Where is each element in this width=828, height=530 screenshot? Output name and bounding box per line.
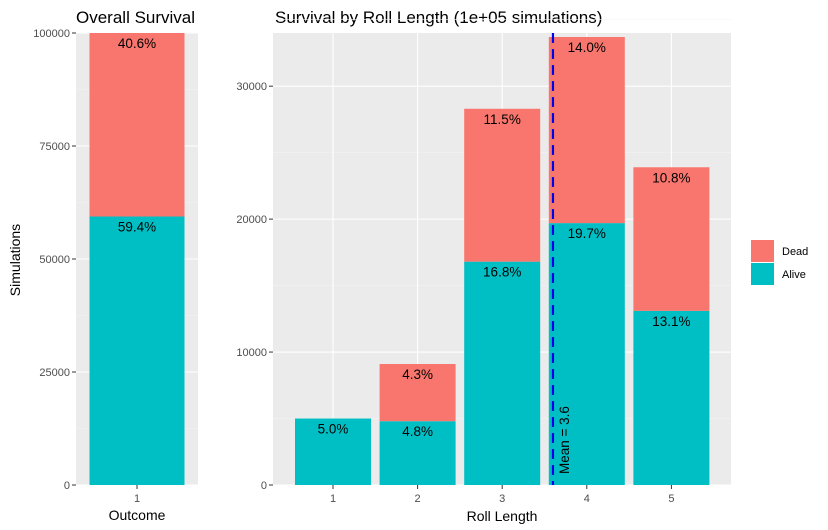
roll-bar-alive-3: [464, 261, 541, 485]
legend-key-alive: [751, 263, 774, 285]
roll-data-label-dead-2: 4.3%: [402, 367, 433, 382]
roll-x-tick-label: 2: [415, 493, 421, 505]
roll-data-label-alive-3: 16.8%: [483, 265, 521, 280]
roll-data-label-dead-4: 14.0%: [568, 40, 606, 55]
roll-data-label-alive-2: 4.8%: [402, 424, 433, 439]
roll-data-label-alive-1: 5.0%: [318, 422, 349, 437]
legend: Dead Alive: [751, 240, 808, 285]
overall-data-label-alive-1: 59.4%: [118, 220, 156, 235]
legend-label-dead: Dead: [782, 246, 808, 258]
roll-length-plot-layer: 0 10000 20000 30000 1 2 3 4 5 5.0% 4.8% 4.3% 16.8% 11…: [236, 19, 731, 505]
roll-y-tick-label: 10000: [236, 347, 267, 359]
roll-x-tick-label: 4: [584, 493, 590, 505]
roll-length-chart: Survival by Roll Length (1e+05 simulatio…: [236, 8, 731, 524]
roll-mean-line-label: Mean = 3.6: [557, 406, 572, 474]
roll-data-label-alive-4: 19.7%: [568, 226, 606, 241]
overall-y-tick-label: 75000: [39, 141, 70, 153]
legend-key-dead: [751, 240, 774, 262]
overall-x-axis-title: Outcome: [109, 507, 166, 523]
roll-bar-alive-1: [295, 418, 371, 485]
roll-x-tick-label: 3: [499, 493, 505, 505]
overall-data-label-dead-1: 40.6%: [118, 36, 156, 51]
roll-bar-dead-2: [379, 364, 456, 422]
overall-x-tick-label: 1: [134, 493, 140, 505]
roll-y-tick-label: 20000: [236, 214, 267, 226]
roll-bar-alive-5: [633, 310, 710, 485]
overall-y-tick-label: 100000: [33, 28, 70, 40]
roll-y-tick-label: 30000: [236, 81, 267, 93]
overall-y-tick-label: 25000: [39, 367, 70, 379]
roll-length-x-axis-title: Roll Length: [467, 508, 538, 524]
overall-survival-chart: Overall Survival Simulations Outcome 0 25…: [7, 8, 198, 523]
roll-data-label-alive-5: 13.1%: [652, 314, 690, 329]
roll-bar-alive-4: [548, 223, 625, 485]
overall-y-tick-label: 0: [64, 480, 70, 492]
overall-y-axis-title: Simulations: [7, 224, 23, 296]
roll-x-tick-label: 5: [668, 493, 674, 505]
overall-survival-title: Overall Survival: [76, 8, 195, 27]
roll-x-tick-label: 1: [330, 493, 336, 505]
legend-label-alive: Alive: [782, 269, 806, 281]
roll-y-tick-label: 0: [261, 480, 267, 492]
roll-length-title: Survival by Roll Length (1e+05 simulatio…: [275, 8, 602, 27]
roll-bar-alive-2: [379, 421, 456, 485]
roll-data-label-dead-3: 11.5%: [484, 112, 521, 127]
roll-data-label-dead-5: 10.8%: [652, 170, 690, 185]
overall-bar-dead-1: [89, 33, 185, 217]
overall-y-tick-label: 50000: [39, 254, 70, 266]
roll-bar-dead-3: [464, 108, 541, 262]
roll-bar-dead-5: [633, 167, 710, 311]
overall-plot-layer: 0 25000 50000 75000 100000 1 59.4% 40.6%: [33, 28, 198, 505]
overall-bar-alive-1: [89, 216, 185, 485]
roll-bar-dead-4: [548, 36, 625, 224]
